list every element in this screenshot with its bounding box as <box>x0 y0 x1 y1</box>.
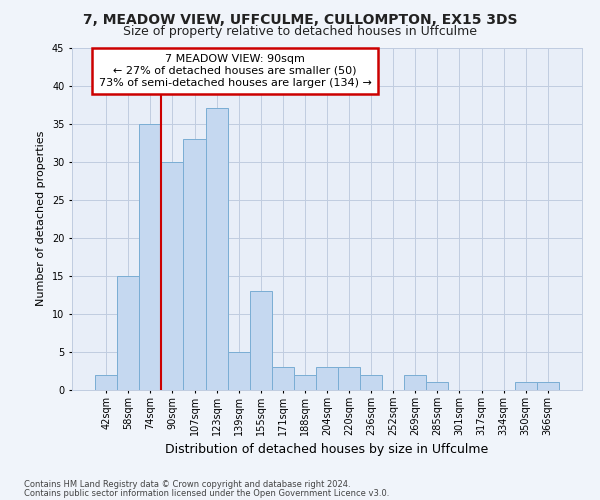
Bar <box>206 108 227 390</box>
Text: Size of property relative to detached houses in Uffculme: Size of property relative to detached ho… <box>123 25 477 38</box>
Bar <box>117 276 139 390</box>
Text: 7 MEADOW VIEW: 90sqm
← 27% of detached houses are smaller (50)
73% of semi-detac: 7 MEADOW VIEW: 90sqm ← 27% of detached h… <box>99 54 371 88</box>
Bar <box>95 375 117 390</box>
Bar <box>316 367 338 390</box>
Bar <box>338 367 360 390</box>
Text: Contains public sector information licensed under the Open Government Licence v3: Contains public sector information licen… <box>24 488 389 498</box>
Bar <box>360 375 382 390</box>
Bar <box>250 291 272 390</box>
Bar <box>184 139 206 390</box>
Bar <box>272 367 294 390</box>
X-axis label: Distribution of detached houses by size in Uffculme: Distribution of detached houses by size … <box>166 444 488 456</box>
Bar <box>139 124 161 390</box>
Bar <box>515 382 537 390</box>
Bar <box>161 162 184 390</box>
Bar <box>294 375 316 390</box>
Bar <box>227 352 250 390</box>
Y-axis label: Number of detached properties: Number of detached properties <box>37 131 46 306</box>
Bar <box>427 382 448 390</box>
Text: 7, MEADOW VIEW, UFFCULME, CULLOMPTON, EX15 3DS: 7, MEADOW VIEW, UFFCULME, CULLOMPTON, EX… <box>83 12 517 26</box>
Text: Contains HM Land Registry data © Crown copyright and database right 2024.: Contains HM Land Registry data © Crown c… <box>24 480 350 489</box>
Bar <box>537 382 559 390</box>
Bar <box>404 375 427 390</box>
